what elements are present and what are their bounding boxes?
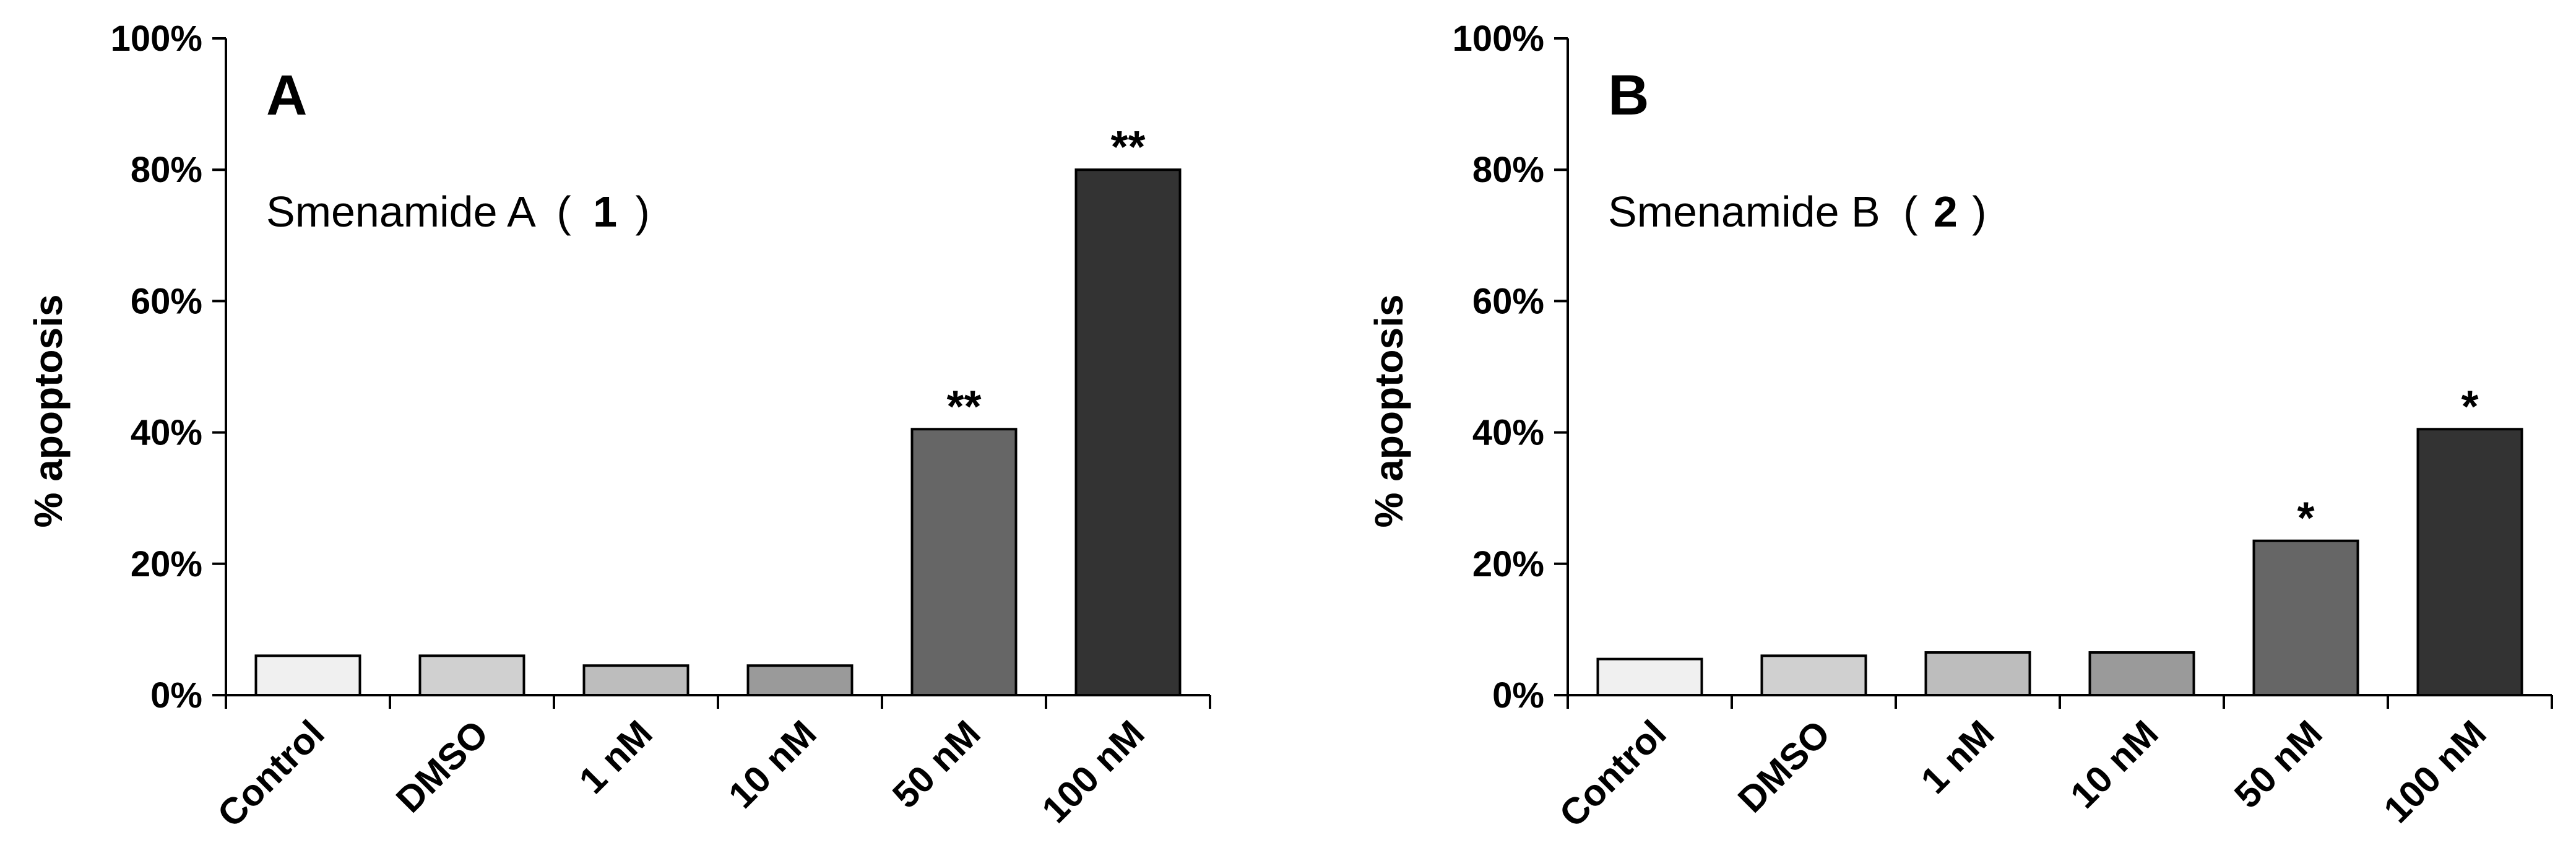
compound-number: 2 [1934,188,1958,236]
bar-plot: 0% 20% 40% 60% 80% 100% Control DMSO 1 nM 10 nM * 5… [1453,19,2553,835]
y-tick-label: 60% [1472,281,1544,321]
significance-mark: ** [946,382,981,431]
bar [1074,168,1182,696]
panel-letter: B [1608,64,1649,127]
compound-name: Smenamide A [266,188,536,236]
y-axis-label: % apoptosis [26,295,71,528]
y-tick-label: 100% [111,19,202,59]
y-tick-label: 40% [131,413,202,453]
bar [418,654,525,696]
compound-close-paren: ) [636,188,650,236]
x-tick-label: Control [210,712,332,835]
y-tick-label: 20% [131,544,202,584]
bar [1924,651,2031,697]
x-tick-label: 1 nM [571,712,660,802]
y-tick-label: 0% [1492,675,1544,716]
bar [2088,651,2195,697]
bar [746,664,854,697]
bar [2416,428,2523,696]
bar [1596,657,1703,697]
x-tick-label: 10 nM [720,712,824,816]
compound-label: Smenamide B ( 2 ) [1608,188,1987,236]
compound-open-paren: ( [1903,188,1917,236]
significance-mark: * [2461,382,2478,431]
compound-close-paren: ) [1972,188,1986,236]
compound-number: 1 [593,188,617,236]
compound-name: Smenamide B [1608,188,1880,236]
bar [582,664,689,697]
y-axis-label: % apoptosis [1367,295,1411,528]
compound-label: Smenamide A ( 1 ) [266,188,650,236]
x-tick-label: DMSO [1730,712,1838,821]
y-tick-label: 40% [1472,413,1544,453]
y-tick-label: 60% [131,281,202,321]
x-tick-label: 100 nM [1034,712,1152,831]
y-tick-label: 100% [1453,19,1544,59]
significance-mark: * [2297,494,2314,543]
x-tick-label: 50 nM [884,712,988,816]
x-tick-label: DMSO [388,712,496,821]
x-tick-label: Control [1552,712,1674,835]
bar [2252,539,2359,696]
bar [1760,654,1867,696]
bar-plot: 0% 20% 40% 60% 80% 100% Control DMSO 1 nM 10 nM **… [111,19,1211,835]
x-tick-label: 1 nM [1913,712,2002,802]
x-tick-label: 10 nM [2062,712,2166,816]
y-tick-label: 80% [1472,150,1544,190]
bar [910,428,1018,696]
panel-letter: A [266,64,307,127]
y-tick-label: 0% [150,675,202,716]
x-tick-label: 50 nM [2226,712,2330,816]
compound-open-paren: ( [556,188,571,236]
significance-mark: ** [1110,123,1145,172]
y-tick-label: 80% [131,150,202,190]
x-tick-label: 100 nM [2375,712,2494,831]
bar [254,654,361,696]
panel-a: % apoptosis A Smenamide A ( 1 ) 0% 20% 40%… [26,19,1211,835]
panel-b: % apoptosis B Smenamide B ( 2 ) 0% 20% 40%… [1367,19,2553,835]
y-tick-label: 20% [1472,544,1544,584]
